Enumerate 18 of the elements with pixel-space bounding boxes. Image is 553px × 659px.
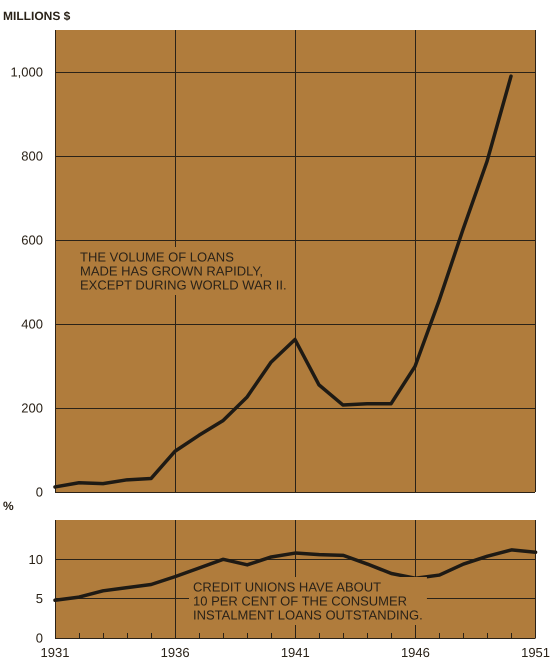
annotation: THE VOLUME OF LOANS MADE HAS GROWN RAPIDLY, EXCEPT DURING WORLD WAR II. [80,250,287,292]
y-tick-label: 0 [36,630,43,646]
x-tick-label: 1946 [400,645,430,659]
y-tick-label: 800 [21,148,43,164]
x-tick-label: 1951 [521,645,550,659]
y-axis-title: % [3,499,14,513]
y-tick-label: 0 [36,484,43,500]
y-tick-label: 400 [21,316,43,332]
y-axis-title: MILLIONS $ [3,9,71,23]
y-tick-label: 1,000 [10,64,43,80]
y-tick-label: 10 [28,552,43,567]
x-tick-label: 1931 [40,645,70,659]
y-tick-label: 600 [21,232,43,248]
annotation: CREDIT UNIONS HAVE ABOUT 10 PER CENT OF THE CONSUMER INSTALMENT LOANS OUTSTANDING. [193,580,423,622]
x-tick-label: 1941 [280,645,310,659]
x-tick-label: 1936 [160,645,190,659]
y-tick-label: 5 [36,591,43,606]
y-tick-label: 200 [21,400,43,416]
